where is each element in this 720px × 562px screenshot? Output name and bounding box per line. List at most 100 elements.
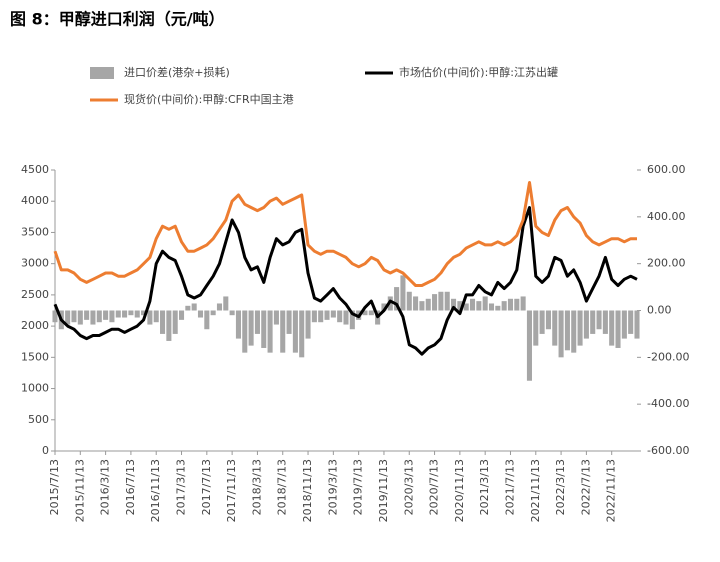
bar — [84, 310, 90, 320]
bar — [615, 310, 621, 348]
bar — [501, 301, 507, 311]
x-tick-label: 2021/11/13 — [529, 459, 542, 522]
bar — [261, 310, 267, 348]
bar — [197, 310, 204, 318]
y-tick-label: 1000 — [21, 382, 49, 395]
bar — [533, 310, 539, 346]
bar — [96, 310, 102, 323]
y-tick-label: 0 — [42, 444, 49, 457]
bar — [419, 301, 425, 311]
bar — [235, 310, 241, 339]
x-tick-label: 2020/11/13 — [453, 459, 466, 522]
bar — [153, 310, 159, 323]
bar — [134, 310, 140, 318]
y-tick-label: 4000 — [21, 194, 49, 207]
bar — [172, 310, 178, 334]
y-tick-label: 4500 — [21, 163, 49, 176]
y2-tick-label: 400.00 — [647, 210, 686, 223]
bar — [178, 310, 185, 320]
x-tick-label: 2018/3/13 — [250, 459, 263, 515]
legend-label: 现货价(中间价):甲醇:CFR中国主港 — [124, 92, 294, 106]
bar — [318, 310, 324, 323]
x-tick-label: 2017/3/13 — [175, 459, 188, 515]
bar — [602, 310, 608, 334]
bar — [469, 298, 476, 311]
bar — [280, 310, 286, 353]
bar — [609, 310, 615, 346]
x-tick-label: 2020/7/13 — [428, 459, 441, 515]
bar — [115, 310, 121, 318]
x-tick-label: 2022/3/13 — [554, 459, 567, 515]
x-tick-label: 2021/3/13 — [478, 459, 491, 515]
bar — [90, 310, 96, 325]
bar — [596, 310, 602, 330]
bar — [204, 310, 210, 330]
bar — [330, 310, 336, 318]
bar — [381, 303, 387, 311]
bar — [488, 303, 495, 311]
bar — [514, 298, 520, 311]
bar — [552, 310, 558, 346]
bar — [564, 310, 570, 351]
y2-tick-label: 200.00 — [647, 257, 686, 270]
bar — [406, 291, 412, 311]
chart-title: 图 8：甲醇进口利润（元/吨） — [10, 10, 225, 29]
bar — [141, 310, 147, 316]
bar — [337, 310, 343, 323]
bar — [311, 310, 317, 323]
bar — [539, 310, 545, 334]
bar — [495, 305, 501, 311]
bar — [324, 310, 330, 320]
bar — [577, 310, 583, 346]
y2-tick-label: 600.00 — [647, 163, 686, 176]
bar — [343, 310, 349, 325]
bar — [432, 294, 438, 311]
bar — [558, 310, 564, 358]
bar — [482, 296, 488, 311]
bar — [242, 310, 248, 353]
bar — [571, 310, 577, 353]
bar — [185, 305, 191, 311]
bar — [590, 310, 596, 334]
y2-tick-label: -400.00 — [647, 397, 689, 410]
x-tick-label: 2021/7/13 — [503, 459, 516, 515]
bar — [463, 303, 469, 311]
bar — [292, 310, 298, 353]
bar — [160, 310, 166, 334]
line — [53, 206, 638, 356]
x-tick-label: 2018/7/13 — [276, 459, 289, 515]
bar — [286, 310, 292, 334]
bar — [229, 310, 235, 316]
bar — [71, 310, 77, 323]
bar — [122, 310, 128, 318]
legend-label: 进口价差(港杂+损耗) — [124, 65, 230, 79]
bar — [191, 303, 197, 311]
bar — [305, 310, 311, 339]
x-tick-label: 2015/11/13 — [73, 459, 86, 522]
y2-tick-label: -600.00 — [647, 444, 689, 457]
bar — [368, 310, 374, 316]
bar — [299, 310, 305, 358]
bar — [457, 301, 463, 311]
y-tick-label: 3000 — [21, 257, 49, 270]
bar — [103, 310, 109, 320]
x-tick-label: 2015/7/13 — [48, 459, 61, 515]
bar — [216, 303, 223, 311]
x-tick-label: 2016/7/13 — [124, 459, 137, 515]
bar — [52, 310, 58, 323]
bar — [166, 310, 172, 341]
bar — [583, 310, 589, 339]
bar — [413, 296, 419, 311]
bar — [400, 275, 406, 311]
y-tick-label: 2500 — [21, 288, 49, 301]
line — [53, 181, 637, 287]
y-tick-label: 3500 — [21, 225, 49, 238]
x-tick-label: 2017/7/13 — [200, 459, 213, 515]
x-tick-label: 2016/3/13 — [99, 459, 112, 515]
x-tick-label: 2020/3/13 — [402, 459, 415, 515]
bar — [273, 310, 279, 325]
bar — [634, 310, 640, 339]
bar — [210, 310, 216, 316]
bar — [223, 296, 229, 311]
bar — [254, 310, 260, 334]
